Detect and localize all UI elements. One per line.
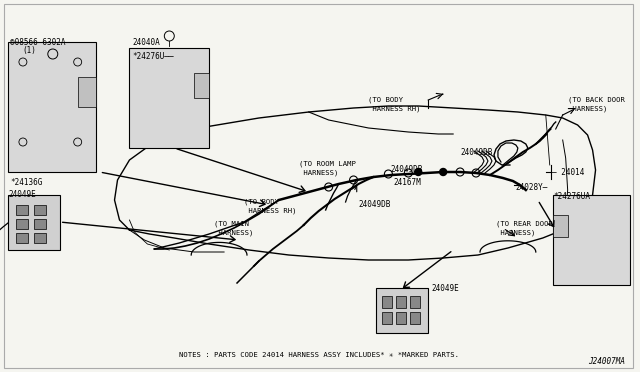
Bar bbox=[396, 296, 406, 308]
Text: 24049E: 24049E bbox=[8, 190, 36, 199]
Bar bbox=[16, 233, 28, 243]
Text: *24136G: *24136G bbox=[10, 178, 42, 187]
Text: 24167M: 24167M bbox=[394, 178, 421, 187]
Circle shape bbox=[440, 169, 447, 176]
Bar bbox=[396, 312, 406, 324]
Bar bbox=[16, 205, 28, 215]
Text: *24276U──: *24276U── bbox=[132, 52, 174, 61]
Text: (TO MAIN: (TO MAIN bbox=[214, 220, 249, 227]
Bar bbox=[194, 73, 209, 98]
Bar bbox=[8, 195, 60, 250]
Text: HARNESS RH): HARNESS RH) bbox=[369, 105, 421, 112]
Text: HARNESS): HARNESS) bbox=[568, 105, 607, 112]
Text: HARNESS): HARNESS) bbox=[299, 169, 338, 176]
Bar bbox=[410, 312, 420, 324]
Text: NOTES : PARTS CODE 24014 HARNESS ASSY INCLUDES* ✳ *MARKED PARTS.: NOTES : PARTS CODE 24014 HARNESS ASSY IN… bbox=[179, 352, 459, 358]
Text: 24049E: 24049E bbox=[431, 284, 459, 293]
Bar bbox=[8, 42, 95, 172]
Bar bbox=[553, 195, 630, 285]
Text: *24276UA: *24276UA bbox=[554, 192, 591, 201]
Text: (TO BODY: (TO BODY bbox=[369, 96, 403, 103]
Bar bbox=[16, 219, 28, 229]
Text: 24049DB: 24049DB bbox=[390, 165, 423, 174]
Bar bbox=[34, 219, 46, 229]
Bar bbox=[383, 296, 392, 308]
Text: 24040A: 24040A bbox=[132, 38, 160, 47]
Bar bbox=[34, 205, 46, 215]
Text: J24007MA: J24007MA bbox=[588, 357, 625, 366]
Text: 24049DB: 24049DB bbox=[460, 148, 493, 157]
Text: HARNESS): HARNESS) bbox=[214, 229, 253, 235]
Bar bbox=[129, 48, 209, 148]
Text: HARNESS RH): HARNESS RH) bbox=[244, 207, 296, 214]
Text: (TO ROOM LAMP: (TO ROOM LAMP bbox=[299, 160, 356, 167]
Bar bbox=[376, 288, 428, 333]
Bar bbox=[77, 77, 95, 107]
Bar bbox=[383, 312, 392, 324]
Bar bbox=[410, 296, 420, 308]
Text: 24028Y─: 24028Y─ bbox=[516, 183, 548, 192]
Bar bbox=[553, 215, 568, 237]
Bar bbox=[34, 233, 46, 243]
Text: (TO BODY: (TO BODY bbox=[244, 198, 279, 205]
Text: HARNESS): HARNESS) bbox=[496, 229, 535, 235]
Text: (1): (1) bbox=[22, 46, 36, 55]
Text: (TO REAR DOOR: (TO REAR DOOR bbox=[496, 220, 553, 227]
Text: ®08566-6302A: ®08566-6302A bbox=[10, 38, 65, 47]
Circle shape bbox=[415, 169, 422, 176]
Text: — 24014: — 24014 bbox=[552, 168, 584, 177]
Text: (TO BACK DOOR: (TO BACK DOOR bbox=[568, 96, 625, 103]
Text: 24049DB: 24049DB bbox=[358, 200, 391, 209]
